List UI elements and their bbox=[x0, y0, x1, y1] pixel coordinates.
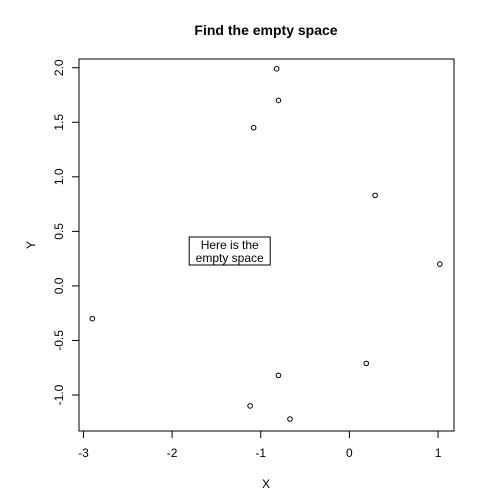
y-tick-label: 1.5 bbox=[52, 114, 66, 131]
y-tick-label: -1.0 bbox=[52, 384, 66, 405]
x-axis: -3 -2 -1 0 1 bbox=[78, 430, 442, 460]
x-tick-label: -1 bbox=[255, 446, 266, 460]
data-point bbox=[250, 124, 257, 131]
data-point bbox=[363, 360, 370, 367]
data-point bbox=[247, 403, 253, 409]
chart-title: Find the empty space bbox=[194, 22, 337, 38]
annotation-box bbox=[188, 236, 271, 266]
data-point bbox=[437, 261, 443, 267]
annotation-line-1: Here is the bbox=[201, 238, 259, 252]
data-point bbox=[275, 97, 282, 104]
y-tick-label: 2.0 bbox=[52, 59, 66, 76]
x-tick-label: -3 bbox=[78, 446, 89, 460]
x-tick-label: 0 bbox=[346, 446, 353, 460]
x-tick-label: 1 bbox=[435, 446, 442, 460]
annotation-box-group: Here is the empty space bbox=[188, 236, 271, 266]
data-point bbox=[287, 416, 293, 422]
data-point bbox=[89, 315, 96, 322]
y-tick-label: 0.0 bbox=[52, 277, 66, 294]
annotation-line-2: empty space bbox=[196, 251, 264, 265]
data-points bbox=[89, 66, 443, 422]
x-tick-label: -2 bbox=[167, 446, 178, 460]
data-point bbox=[275, 372, 282, 379]
y-tick-label: 1.0 bbox=[52, 168, 66, 185]
data-point bbox=[372, 192, 378, 199]
y-axis-label: Y bbox=[24, 241, 38, 249]
y-tick-label: 0.5 bbox=[52, 223, 66, 240]
data-point bbox=[273, 66, 280, 72]
y-tick-label: -0.5 bbox=[52, 330, 66, 351]
y-axis: -1.0 -0.5 0.0 0.5 1.0 1.5 2.0 bbox=[52, 59, 80, 405]
x-axis-label: X bbox=[262, 477, 270, 491]
